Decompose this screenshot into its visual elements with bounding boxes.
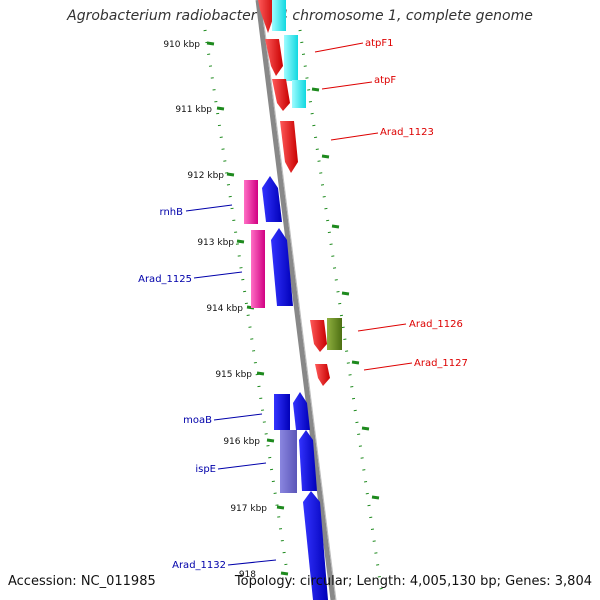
gene-cyan-a[interactable]	[272, 0, 286, 31]
leader-arad1127	[363, 362, 413, 371]
gene-label-atpf[interactable]: atpF	[374, 75, 396, 86]
tick-918	[280, 571, 289, 576]
gene-ispe-blue-arrow[interactable]	[299, 430, 317, 491]
gene-label-ispe[interactable]: ispE	[195, 464, 216, 475]
tick-label-914: 914 kbp	[206, 304, 243, 314]
scale-ticks	[206, 41, 380, 576]
gene-arad1126-red[interactable]	[310, 320, 327, 352]
gene-magenta-a[interactable]	[244, 180, 258, 224]
tick-label-912: 912 kbp	[187, 171, 224, 181]
gene-top-red-arrow[interactable]	[258, 0, 276, 33]
gene-cyan-c[interactable]	[292, 80, 306, 108]
leader-moab	[213, 413, 263, 421]
gene-arad1127-red[interactable]	[315, 364, 330, 386]
gene-arad1132-blue-arrow[interactable]	[303, 491, 328, 600]
tick-label-918: 918	[239, 570, 256, 580]
tick-right-6	[361, 426, 370, 431]
gene-label-arad1123[interactable]: Arad_1123	[380, 127, 434, 138]
tick-right-3	[331, 224, 340, 229]
tick-label-913: 913 kbp	[197, 238, 234, 248]
leader-atpf	[321, 81, 373, 90]
genome-stats: Topology: circular; Length: 4,005,130 bp…	[234, 574, 592, 589]
map-title: Agrobacterium radiobacter K84 chromosome…	[67, 8, 533, 24]
tick-916	[266, 438, 275, 443]
leader-arad1126	[357, 323, 407, 332]
gene-label-moab[interactable]: moaB	[183, 415, 212, 426]
tick-912	[226, 172, 235, 177]
tick-910	[206, 41, 215, 46]
leader-arad1123	[330, 132, 379, 141]
tick-911	[216, 106, 225, 111]
gene-label-rnhb[interactable]: rnhB	[160, 207, 184, 218]
tick-right-7	[371, 495, 380, 500]
tick-label-915: 915 kbp	[215, 370, 252, 380]
tick-label-910: 910 kbp	[163, 40, 200, 50]
gene-ispe-purple[interactable]	[280, 430, 297, 493]
gene-label-atpf1[interactable]: atpF1	[365, 38, 394, 49]
gene-arad1123-red[interactable]	[280, 121, 298, 173]
leader-arad1125	[193, 271, 243, 279]
leader-ispe	[217, 462, 267, 470]
gene-blue-moab[interactable]	[274, 394, 290, 430]
gene-arad1125-blue[interactable]	[271, 228, 293, 306]
gene-atpf-red[interactable]	[272, 79, 290, 111]
gene-label-arad1127[interactable]: Arad_1127	[414, 358, 468, 369]
tick-right-2	[321, 154, 330, 159]
leader-atpf1	[314, 42, 364, 53]
tick-label-917: 917 kbp	[230, 504, 267, 514]
gene-magenta-b[interactable]	[251, 230, 265, 308]
gene-label-arad1125[interactable]: Arad_1125	[138, 274, 192, 285]
gene-atpf1-red[interactable]	[265, 39, 283, 76]
tick-right-4	[341, 291, 350, 296]
leader-arad1132	[227, 559, 277, 566]
gene-olive[interactable]	[327, 318, 342, 350]
chromosome-backbone-highlight	[260, 0, 337, 600]
tick-right-5	[351, 360, 360, 365]
gene-label-arad1132[interactable]: Arad_1132	[172, 560, 226, 571]
tick-913	[236, 239, 245, 244]
tick-label-916: 916 kbp	[223, 437, 260, 447]
gene-label-arad1126[interactable]: Arad_1126	[409, 319, 463, 330]
chromosome-backbone	[255, 0, 336, 600]
gene-cyan-b[interactable]	[284, 35, 298, 81]
tick-right-1	[311, 87, 320, 92]
tick-915	[256, 371, 265, 376]
leader-rnhb	[185, 204, 233, 212]
gene-blue-moab-arrow[interactable]	[293, 392, 310, 430]
gene-rnhb-blue[interactable]	[262, 176, 282, 222]
accession-label: Accession: NC_011985	[8, 574, 156, 589]
tick-label-911: 911 kbp	[175, 105, 212, 115]
tick-917	[276, 505, 285, 510]
